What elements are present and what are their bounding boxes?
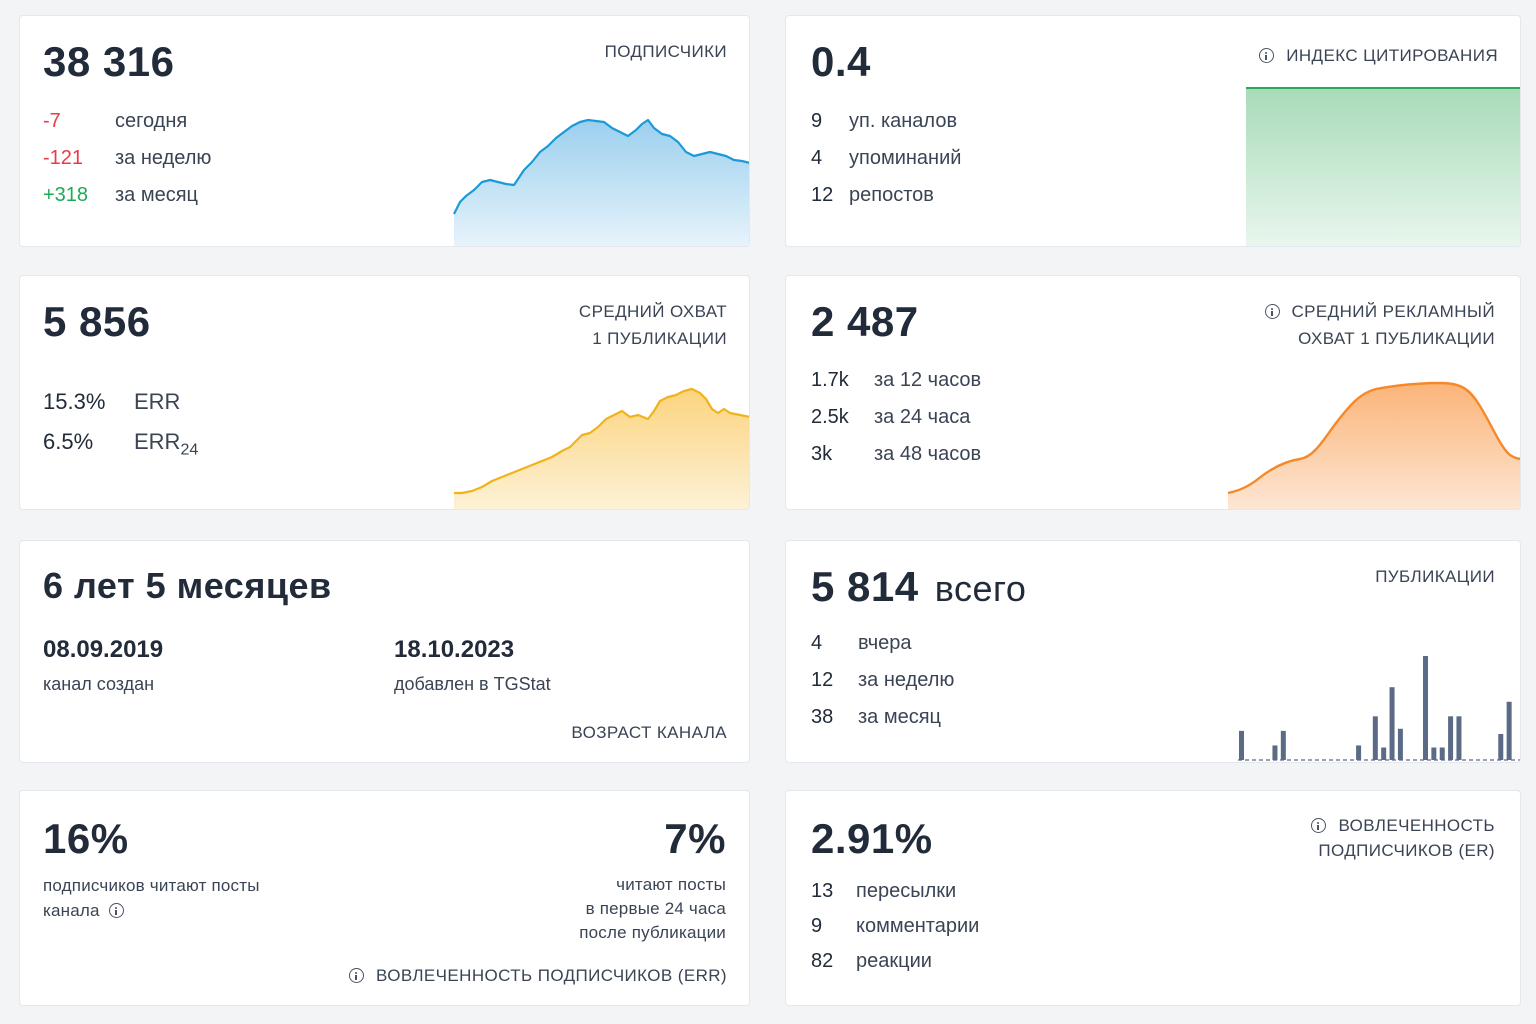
stat-row: 12 за неделю: [811, 669, 955, 691]
ad-reach-stats: 1.7k за 12 часов 2.5k за 24 часа 3k за 48 ч…: [811, 369, 981, 480]
subscribers-value: 38 316: [43, 38, 175, 85]
ad-reach-title[interactable]: СРЕДНИЙ РЕКЛАМНЫЙ ОХВАТ 1 ПУБЛИКАЦИИ: [1264, 298, 1496, 352]
stat-row: -7 сегодня: [43, 110, 188, 132]
posts-bar: [1498, 734, 1504, 760]
posts-bar: [1372, 716, 1378, 760]
citation-sparkline: [1246, 87, 1520, 246]
added-block: 18.10.2023 добавлен в TGStat: [394, 636, 551, 695]
created-date: 08.09.2019: [43, 636, 164, 663]
stat-row: 13 пересылки: [811, 880, 957, 902]
err-left-value: 16%: [43, 815, 129, 862]
info-icon[interactable]: [1259, 48, 1275, 63]
posts-bar: [1431, 747, 1437, 760]
posts-bar: [1456, 716, 1462, 760]
subscribers-title: ПОДПИСЧИКИ: [604, 42, 727, 61]
citation-card[interactable]: 0.4 ИНДЕКС ЦИТИРОВАНИЯ 9 уп. каналов 4 упо…: [785, 15, 1521, 247]
posts-bar: [1397, 728, 1403, 760]
er-value: 2.91%: [811, 815, 933, 862]
posts-bar: [1272, 745, 1278, 760]
stat-row: 12 репостов: [811, 184, 934, 206]
ad-reach-card[interactable]: 2 487 СРЕДНИЙ РЕКЛАМНЫЙ ОХВАТ 1 ПУБЛИКАЦИ…: [785, 275, 1521, 510]
er-card[interactable]: 2.91% ВОВЛЕЧЕННОСТЬ ПОДПИСЧИКОВ (ER) 13 пе…: [785, 790, 1521, 1006]
err-right-value: 7%: [664, 815, 726, 862]
age-value: 6 лет 5 месяцев: [43, 565, 332, 606]
stat-row: +318 за месяц: [43, 184, 199, 206]
ad-reach-value: 2 487: [811, 298, 919, 345]
info-icon[interactable]: [349, 968, 365, 983]
posts-card[interactable]: 5 814 всего ПУБЛИКАЦИИ 4 вчера 12 за недел…: [785, 540, 1521, 763]
stat-row: 6.5% ERR24: [43, 429, 199, 459]
age-card[interactable]: 6 лет 5 месяцев 08.09.2019 канал создан …: [19, 540, 750, 763]
created-block: 08.09.2019 канал создан: [43, 636, 163, 695]
info-icon[interactable]: [1311, 818, 1327, 833]
created-label: канал создан: [43, 674, 155, 694]
er-stats: 13 пересылки 9 комментарии 82 реакции: [811, 880, 979, 985]
added-date: 18.10.2023: [394, 636, 515, 663]
reach-value: 5 856: [43, 298, 151, 345]
reach-stats: 15.3% ERR 6.5% ERR24: [43, 389, 198, 469]
citation-title[interactable]: ИНДЕКС ЦИТИРОВАНИЯ: [1259, 42, 1498, 69]
posts-bar: [1448, 716, 1454, 760]
subscribers-stats: -7 сегодня -121 за неделю +318 за месяц: [43, 110, 211, 221]
err-right-caption: читают посты в первые 24 часа после публ…: [579, 875, 726, 942]
er-title[interactable]: ВОВЛЕЧЕННОСТЬ ПОДПИСЧИКОВ (ER): [1311, 813, 1495, 863]
posts-stats: 4 вчера 12 за неделю 38 за месяц: [811, 632, 954, 743]
stat-row: 2.5k за 24 часа: [811, 406, 971, 428]
err-card[interactable]: 16% подписчиков читают посты канала 7% ч…: [19, 790, 750, 1006]
posts-bar: [1389, 687, 1395, 760]
ad-reach-sparkline: [1228, 381, 1520, 509]
posts-title: ПУБЛИКАЦИИ: [1375, 567, 1495, 586]
reach-title: СРЕДНИЙ ОХВАТ 1 ПУБЛИКАЦИИ: [578, 302, 727, 348]
posts-value: 5 814 всего: [811, 563, 1027, 610]
posts-bar: [1239, 730, 1244, 760]
posts-bar: [1506, 701, 1512, 760]
stat-row: 4 вчера: [811, 632, 912, 654]
stat-row: -121 за неделю: [43, 147, 212, 169]
subscribers-card[interactable]: 38 316 ПОДПИСЧИКИ -7 сегодня -121 за недел…: [19, 15, 750, 247]
posts-bar: [1356, 745, 1362, 760]
posts-bar: [1280, 730, 1286, 760]
posts-bar: [1381, 747, 1387, 760]
err-title[interactable]: ВОВЛЕЧЕННОСТЬ ПОДПИСЧИКОВ (ERR): [349, 962, 727, 989]
added-label: добавлен в TGStat: [394, 674, 551, 694]
posts-bar-chart: [1238, 656, 1520, 761]
stat-row: 3k за 48 часов: [811, 443, 982, 465]
posts-bar: [1439, 747, 1445, 760]
subscribers-sparkline: [453, 118, 749, 246]
stat-row: 9 уп. каналов: [811, 110, 958, 132]
info-icon[interactable]: [108, 903, 124, 918]
citation-stats: 9 уп. каналов 4 упоминаний 12 репостов: [811, 110, 961, 221]
stat-row: 1.7k за 12 часов: [811, 369, 982, 391]
stat-row: 9 комментарии: [811, 915, 980, 937]
posts-bar: [1423, 656, 1428, 760]
age-title: ВОЗРАСТ КАНАЛА: [571, 723, 727, 742]
stat-row: 15.3% ERR: [43, 389, 181, 414]
stat-row: 4 упоминаний: [811, 147, 962, 169]
reach-card[interactable]: 5 856 СРЕДНИЙ ОХВАТ 1 ПУБЛИКАЦИИ 15.3% ERR…: [19, 275, 750, 510]
info-icon[interactable]: [1264, 304, 1280, 319]
err-left-caption: подписчиков читают посты канала: [43, 876, 260, 920]
citation-value: 0.4: [811, 38, 871, 85]
stat-row: 82 реакции: [811, 950, 932, 972]
reach-sparkline: [454, 387, 749, 509]
stat-row: 38 за месяц: [811, 706, 942, 728]
